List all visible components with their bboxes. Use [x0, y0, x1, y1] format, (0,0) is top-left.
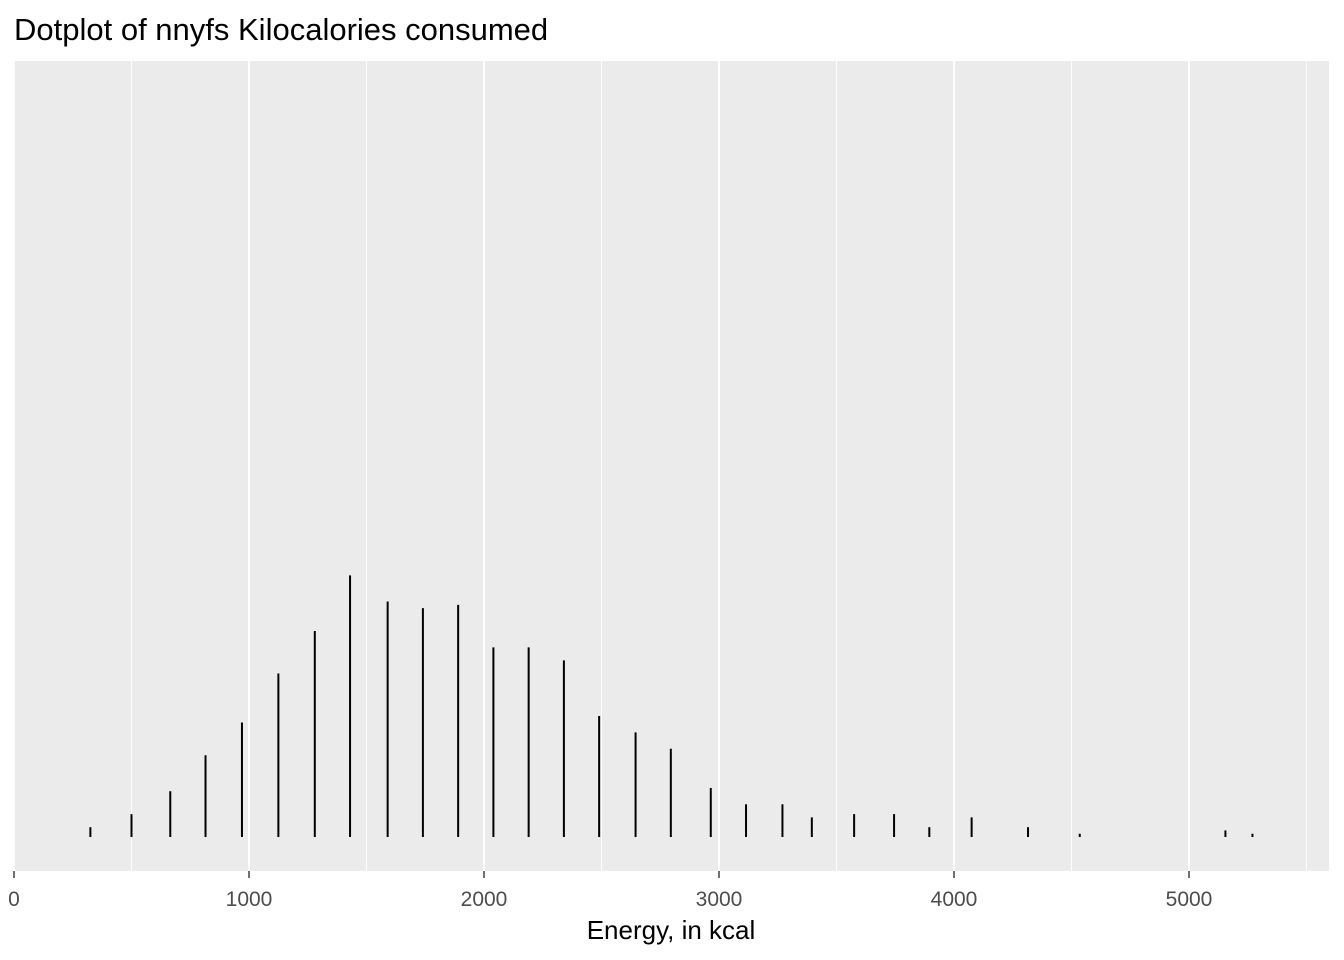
dotplot-marks — [89, 575, 1254, 837]
grid-lines — [13, 61, 1307, 871]
x-tick-label-3: 3000 — [696, 888, 743, 911]
chart-title: Dotplot of nnyfs Kilocalories consumed — [14, 12, 548, 47]
x-tick-label-0: 0 — [8, 888, 20, 911]
x-tick-label-5: 5000 — [1166, 888, 1213, 911]
x-axis-title: Energy, in kcal — [587, 915, 756, 945]
plot-panel-background — [14, 61, 1329, 871]
x-tick-label-4: 4000 — [931, 888, 978, 911]
x-tick-label-2: 2000 — [461, 888, 508, 911]
x-axis: 0 1000 2000 3000 4000 5000 — [8, 871, 1212, 911]
x-tick-label-1: 1000 — [226, 888, 273, 911]
